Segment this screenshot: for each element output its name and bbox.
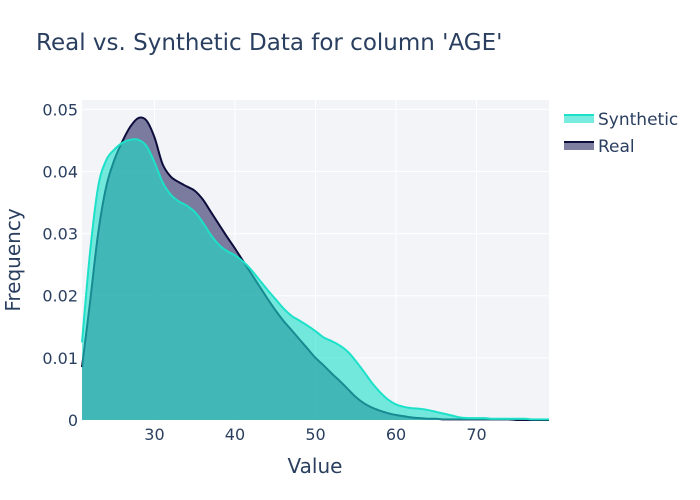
legend[interactable]: Synthetic Real bbox=[564, 110, 678, 157]
legend-label: Real bbox=[598, 137, 635, 157]
legend-label: Synthetic bbox=[598, 110, 678, 130]
legend-item-synthetic[interactable]: Synthetic bbox=[564, 110, 678, 130]
y-tick-label: 0.03 bbox=[42, 225, 78, 244]
legend-swatch bbox=[564, 115, 594, 123]
y-axis-label: Frequency bbox=[1, 208, 25, 311]
y-tick-label: 0.05 bbox=[42, 100, 78, 119]
synthetic-area[interactable] bbox=[82, 139, 549, 421]
legend-swatch bbox=[564, 142, 594, 150]
x-axis-label: Value bbox=[288, 454, 343, 478]
series-layer bbox=[81, 116, 549, 422]
y-tick-label: 0.01 bbox=[42, 349, 78, 368]
legend-item-real[interactable]: Real bbox=[564, 137, 635, 157]
x-tick-label: 40 bbox=[225, 425, 245, 444]
synthetic-line[interactable] bbox=[81, 138, 549, 421]
y-tick-label: 0.04 bbox=[42, 162, 78, 181]
x-tick-label: 50 bbox=[305, 425, 325, 444]
y-tick-label: 0 bbox=[68, 411, 78, 430]
axes: 30 40 50 60 70 0 0.01 0.02 0.03 0.04 0.05 bbox=[42, 100, 486, 444]
x-tick-label: 30 bbox=[144, 425, 164, 444]
chart-title: Real vs. Synthetic Data for column 'AGE' bbox=[36, 30, 502, 56]
y-tick-label: 0.02 bbox=[42, 287, 78, 306]
x-tick-label: 60 bbox=[386, 425, 406, 444]
x-tick-label: 70 bbox=[466, 425, 486, 444]
